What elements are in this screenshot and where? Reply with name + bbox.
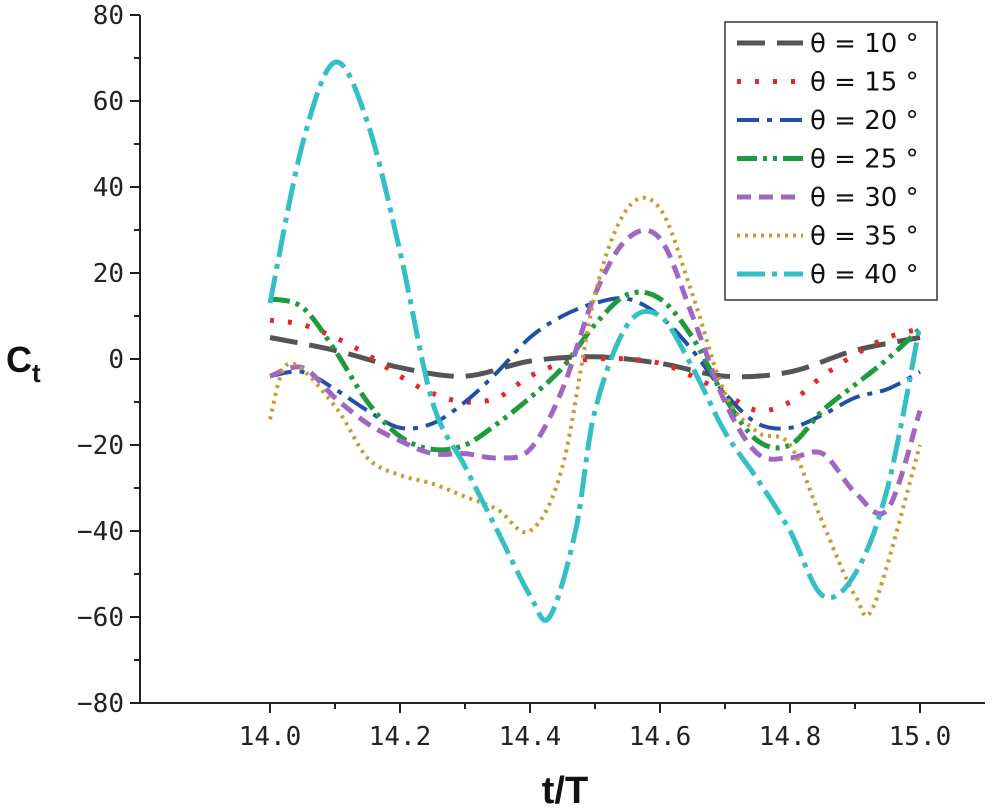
y-tick-label: −60 — [77, 603, 124, 633]
y-tick-label: −40 — [77, 517, 124, 547]
x-axis-title: t/T — [542, 770, 588, 810]
y-axis-title-main: C — [6, 339, 32, 380]
y-tick-label: 20 — [93, 259, 124, 289]
y-tick-label: 0 — [108, 345, 124, 375]
x-tick-label: 14.8 — [759, 722, 822, 752]
y-axis-title-subscript: t — [32, 358, 41, 388]
y-tick-label: 60 — [93, 87, 124, 117]
series-line-7 — [267, 59, 923, 623]
legend-label: θ = 15 ° — [810, 68, 919, 98]
legend-label: θ = 30 ° — [810, 183, 919, 213]
x-tick-label: 14.2 — [369, 722, 432, 752]
y-axis-title: Ct — [6, 339, 41, 388]
series-line-1 — [269, 335, 921, 380]
legend-box — [724, 21, 938, 301]
legend-label: θ = 20 ° — [810, 106, 919, 136]
legend-label: θ = 35 ° — [810, 222, 919, 252]
x-tick-label: 15.0 — [889, 722, 952, 752]
legend-label: θ = 10 ° — [810, 29, 919, 59]
y-tick-label: 40 — [93, 173, 124, 203]
legend-label: θ = 40 ° — [810, 260, 919, 290]
y-tick-label: −80 — [77, 689, 124, 719]
legend-label: θ = 25 ° — [810, 145, 919, 175]
series-group — [267, 59, 923, 623]
series-line-4 — [269, 289, 922, 453]
x-tick-label: 14.4 — [499, 722, 562, 752]
x-tick-label: 14.6 — [629, 722, 692, 752]
series-line-2 — [269, 317, 921, 414]
series-line-6 — [268, 195, 922, 618]
y-tick-label: 80 — [93, 1, 124, 31]
legend: θ = 10 ° θ = 15 ° θ = 20 ° θ = 25 ° θ = 30 °… — [724, 21, 938, 301]
x-tick-label: 14.0 — [239, 722, 302, 752]
y-tick-label: −20 — [77, 431, 124, 461]
axes: 80 60 40 20 0 −20 −40 −60 −80 14.0 14.2 14.4 14.6 14.… — [77, 1, 985, 752]
